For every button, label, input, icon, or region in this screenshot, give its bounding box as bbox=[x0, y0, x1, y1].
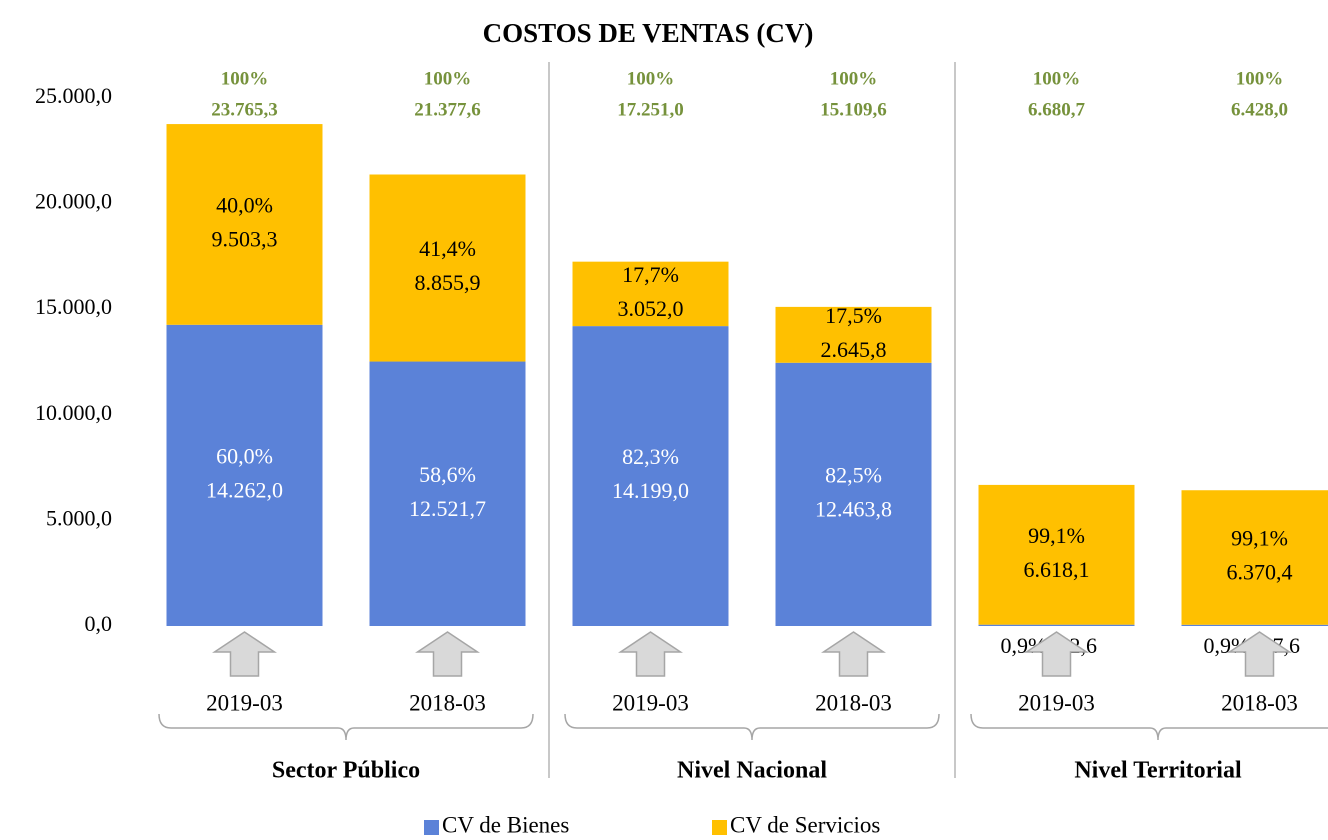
legend-swatch bbox=[712, 820, 727, 835]
percent-label: 99,1% bbox=[1028, 523, 1085, 548]
percent-label: 82,5% bbox=[825, 462, 882, 487]
percent-label: 40,0% bbox=[216, 192, 273, 217]
percent-label: 41,4% bbox=[419, 236, 476, 261]
bar-segment bbox=[166, 324, 323, 626]
y-tick-label: 0,0 bbox=[85, 611, 113, 636]
bar-segment bbox=[1181, 490, 1328, 625]
total-label: 23.765,3 bbox=[211, 99, 278, 120]
total-label: 6.428,0 bbox=[1231, 99, 1288, 120]
value-label: 14.262,0 bbox=[206, 477, 283, 502]
total-label: 6.680,7 bbox=[1028, 99, 1086, 120]
bar-segment bbox=[775, 362, 932, 626]
y-tick-label: 15.000,0 bbox=[35, 294, 112, 319]
x-tick-label: 2018-03 bbox=[815, 690, 892, 715]
x-tick-label: 2019-03 bbox=[612, 690, 689, 715]
percent-label: 58,6% bbox=[419, 462, 476, 487]
bar-segment bbox=[369, 361, 526, 626]
total-label: 17.251,0 bbox=[617, 99, 684, 120]
value-label: 3.052,0 bbox=[618, 296, 684, 321]
value-label: 14.199,0 bbox=[612, 478, 689, 503]
x-tick-label: 2018-03 bbox=[1221, 690, 1298, 715]
x-tick-label: 2019-03 bbox=[1018, 690, 1095, 715]
value-label: 12.463,8 bbox=[815, 496, 892, 521]
bar-segment bbox=[775, 306, 932, 363]
total-percent-label: 100% bbox=[830, 68, 878, 89]
group-label: Nivel Territorial bbox=[1074, 758, 1242, 784]
legend-swatch bbox=[424, 820, 439, 835]
group-brace bbox=[564, 713, 940, 741]
percent-label: 17,5% bbox=[825, 303, 882, 328]
bar-segment bbox=[572, 261, 729, 327]
total-percent-label: 100% bbox=[424, 68, 472, 89]
bar-segment bbox=[978, 484, 1135, 625]
total-label: 21.377,6 bbox=[414, 99, 481, 120]
legend-label: CV de Bienes bbox=[442, 812, 569, 837]
bar-segment bbox=[369, 174, 526, 362]
y-tick-label: 25.000,0 bbox=[35, 83, 112, 108]
group-brace bbox=[158, 713, 534, 741]
x-tick-label: 2018-03 bbox=[409, 690, 486, 715]
total-percent-label: 100% bbox=[1033, 68, 1081, 89]
value-label: 8.855,9 bbox=[415, 270, 481, 295]
total-percent-label: 100% bbox=[627, 68, 675, 89]
x-tick-label: 2019-03 bbox=[206, 690, 283, 715]
arrow bbox=[1024, 631, 1089, 677]
percent-label: 60,0% bbox=[216, 443, 273, 468]
percent-label: 99,1% bbox=[1231, 526, 1288, 551]
y-tick-label: 20.000,0 bbox=[35, 189, 112, 214]
total-label: 15.109,6 bbox=[820, 99, 887, 120]
bar-segment bbox=[572, 326, 729, 626]
group-label: Sector Público bbox=[272, 758, 420, 784]
value-label: 6.618,1 bbox=[1024, 557, 1090, 582]
percent-label: 82,3% bbox=[622, 444, 679, 469]
y-tick-label: 10.000,0 bbox=[35, 400, 112, 425]
total-percent-label: 100% bbox=[221, 68, 269, 89]
chart-title: COSTOS DE VENTAS (CV) bbox=[483, 18, 814, 48]
arrow bbox=[821, 631, 886, 677]
group-brace bbox=[970, 713, 1328, 741]
arrow bbox=[415, 631, 480, 677]
value-label: 9.503,3 bbox=[212, 226, 278, 251]
bar-segment bbox=[166, 124, 323, 325]
arrow bbox=[618, 631, 683, 677]
total-percent-label: 100% bbox=[1236, 68, 1284, 89]
percent-label: 17,7% bbox=[622, 262, 679, 287]
bar-segment bbox=[978, 624, 1135, 626]
arrow bbox=[1227, 631, 1292, 677]
y-tick-label: 5.000,0 bbox=[46, 505, 112, 530]
arrow bbox=[212, 631, 277, 677]
bar-segment bbox=[1181, 624, 1328, 626]
value-label: 2.645,8 bbox=[821, 337, 887, 362]
value-label: 6.370,4 bbox=[1227, 560, 1293, 585]
legend-label: CV de Servicios bbox=[730, 812, 880, 837]
group-label: Nivel Nacional bbox=[677, 758, 827, 784]
value-label: 12.521,7 bbox=[409, 496, 486, 521]
